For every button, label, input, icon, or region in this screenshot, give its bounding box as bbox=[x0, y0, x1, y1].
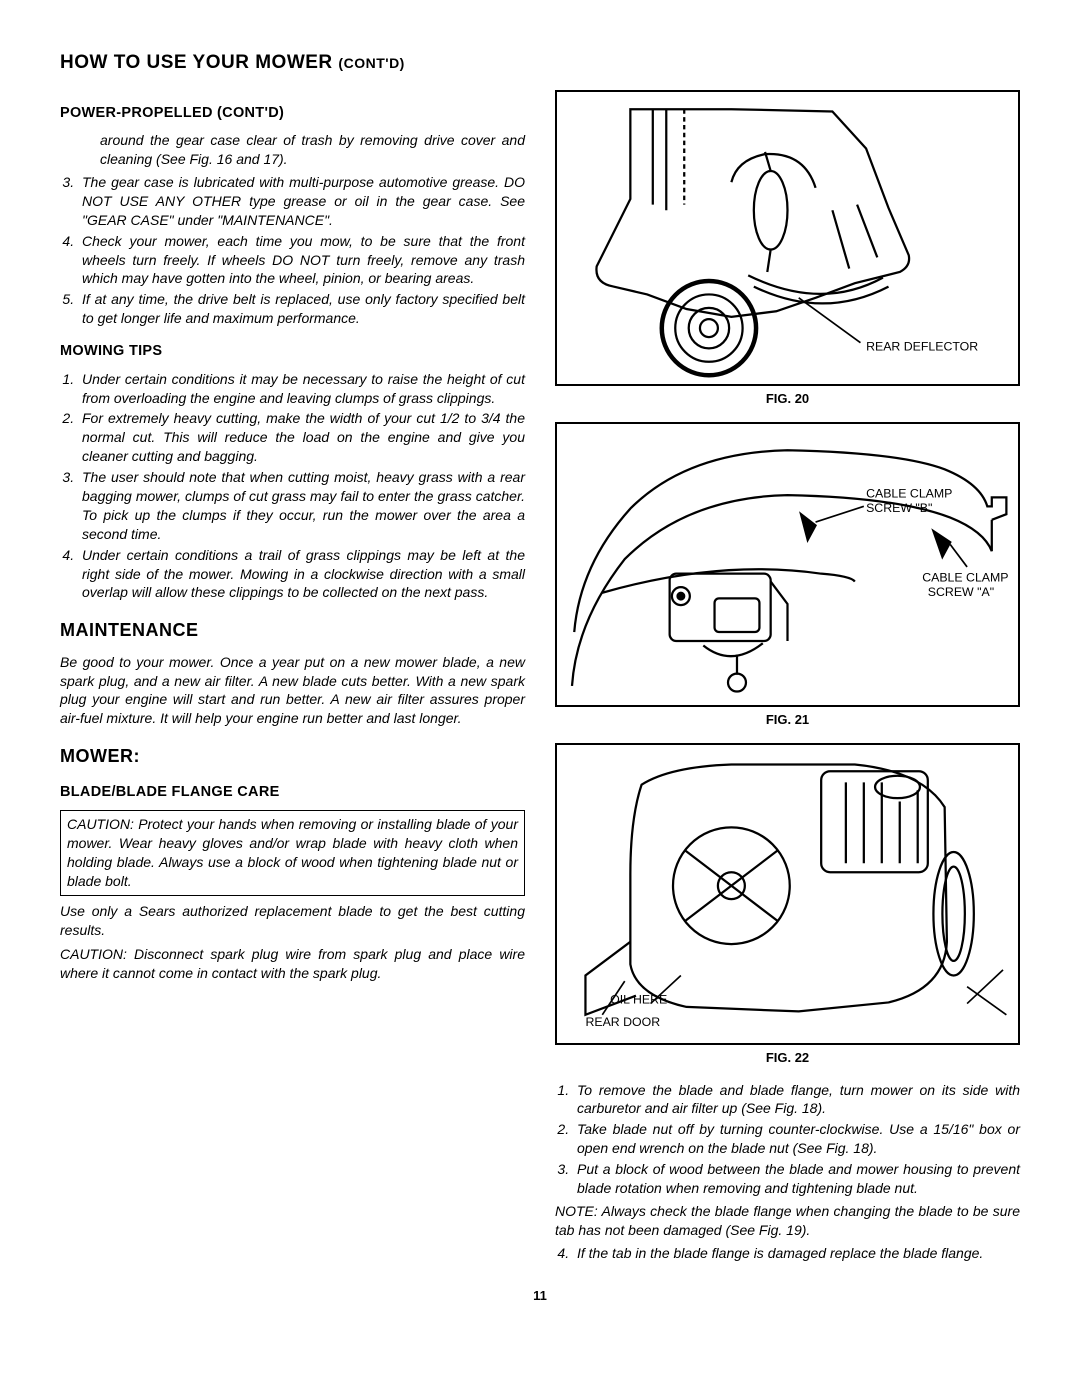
fig21-label-b1: CABLE CLAMP bbox=[866, 486, 952, 500]
mowing-tips-list: Under certain conditions it may be neces… bbox=[60, 370, 525, 603]
blade-note: NOTE: Always check the blade flange when… bbox=[555, 1202, 1020, 1240]
lead-paragraph: around the gear case clear of trash by r… bbox=[100, 131, 525, 169]
fig21-label-a1: CABLE CLAMP bbox=[922, 570, 1008, 584]
right-column: REAR DEFLECTOR FIG. 20 bbox=[555, 90, 1020, 1267]
figure-20: REAR DEFLECTOR bbox=[555, 90, 1020, 387]
list-item: To remove the blade and blade flange, tu… bbox=[573, 1081, 1020, 1119]
fig21-caption: FIG. 21 bbox=[555, 711, 1020, 729]
list-item: If at any time, the drive belt is replac… bbox=[78, 290, 525, 328]
fig21-label-b2: SCREW "B" bbox=[866, 501, 932, 515]
page-number: 11 bbox=[60, 1287, 1020, 1305]
list-item: Put a block of wood between the blade an… bbox=[573, 1160, 1020, 1198]
caution-box: CAUTION: Protect your hands when removin… bbox=[60, 810, 525, 896]
caution-paragraph-2: CAUTION: Disconnect spark plug wire from… bbox=[60, 945, 525, 983]
figure-22: OIL HERE REAR DOOR bbox=[555, 743, 1020, 1045]
list-item: The user should note that when cutting m… bbox=[78, 468, 525, 544]
list-item: Take blade nut off by turning counter-cl… bbox=[573, 1120, 1020, 1158]
blade-paragraph-1: Use only a Sears authorized replacement … bbox=[60, 902, 525, 940]
section-blade-care: BLADE/BLADE FLANGE CARE bbox=[60, 783, 525, 803]
list-item: Under certain conditions it may be neces… bbox=[78, 370, 525, 408]
fig22-label-door: REAR DOOR bbox=[585, 1015, 660, 1029]
power-propelled-list: The gear case is lubricated with multi-p… bbox=[60, 173, 525, 328]
list-item: Check your mower, each time you mow, to … bbox=[78, 232, 525, 289]
figure-21: CABLE CLAMP SCREW "B" CABLE CLAMP SCREW … bbox=[555, 422, 1020, 707]
left-column: POWER-PROPELLED (CONT'D) around the gear… bbox=[60, 90, 525, 1267]
list-item: For extremely heavy cutting, make the wi… bbox=[78, 409, 525, 466]
fig20-label: REAR DEFLECTOR bbox=[866, 339, 978, 353]
list-item: If the tab in the blade flange is damage… bbox=[573, 1244, 1020, 1263]
fig21-label-a2: SCREW "A" bbox=[928, 585, 994, 599]
main-title: HOW TO USE YOUR MOWER (CONT'D) bbox=[60, 50, 1020, 76]
maintenance-paragraph: Be good to your mower. Once a year put o… bbox=[60, 653, 525, 729]
section-maintenance: MAINTENANCE bbox=[60, 618, 525, 642]
list-item: Under certain conditions a trail of gras… bbox=[78, 546, 525, 603]
section-power-propelled: POWER-PROPELLED (CONT'D) bbox=[60, 104, 525, 124]
fig20-caption: FIG. 20 bbox=[555, 390, 1020, 408]
section-mower: MOWER: bbox=[60, 744, 525, 768]
blade-remove-list: To remove the blade and blade flange, tu… bbox=[555, 1081, 1020, 1198]
section-mowing-tips: MOWING TIPS bbox=[60, 342, 525, 362]
fig22-label-oil: OIL HERE bbox=[610, 992, 667, 1006]
fig22-caption: FIG. 22 bbox=[555, 1049, 1020, 1067]
blade-remove-list-cont: If the tab in the blade flange is damage… bbox=[555, 1244, 1020, 1263]
list-item: The gear case is lubricated with multi-p… bbox=[78, 173, 525, 230]
